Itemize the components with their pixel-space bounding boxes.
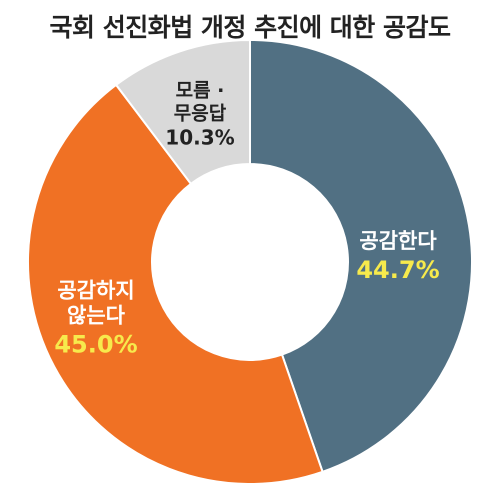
slice-label-1: 공감하지 않는다 bbox=[57, 278, 134, 327]
slice-value-0: 44.7% bbox=[356, 256, 439, 284]
slice-2 bbox=[114, 38, 251, 186]
slice-1 bbox=[27, 83, 324, 485]
slice-value-2: 10.3% bbox=[165, 125, 234, 149]
slice-0 bbox=[249, 38, 473, 474]
slice-label-0: 공감한다 bbox=[359, 229, 437, 253]
chart-title: 국회 선진화법 개정 추진에 대한 공감도 bbox=[49, 13, 451, 42]
slice-value-1: 45.0% bbox=[54, 331, 137, 359]
slice-label-2: 모름 · 무응답 bbox=[174, 80, 227, 125]
